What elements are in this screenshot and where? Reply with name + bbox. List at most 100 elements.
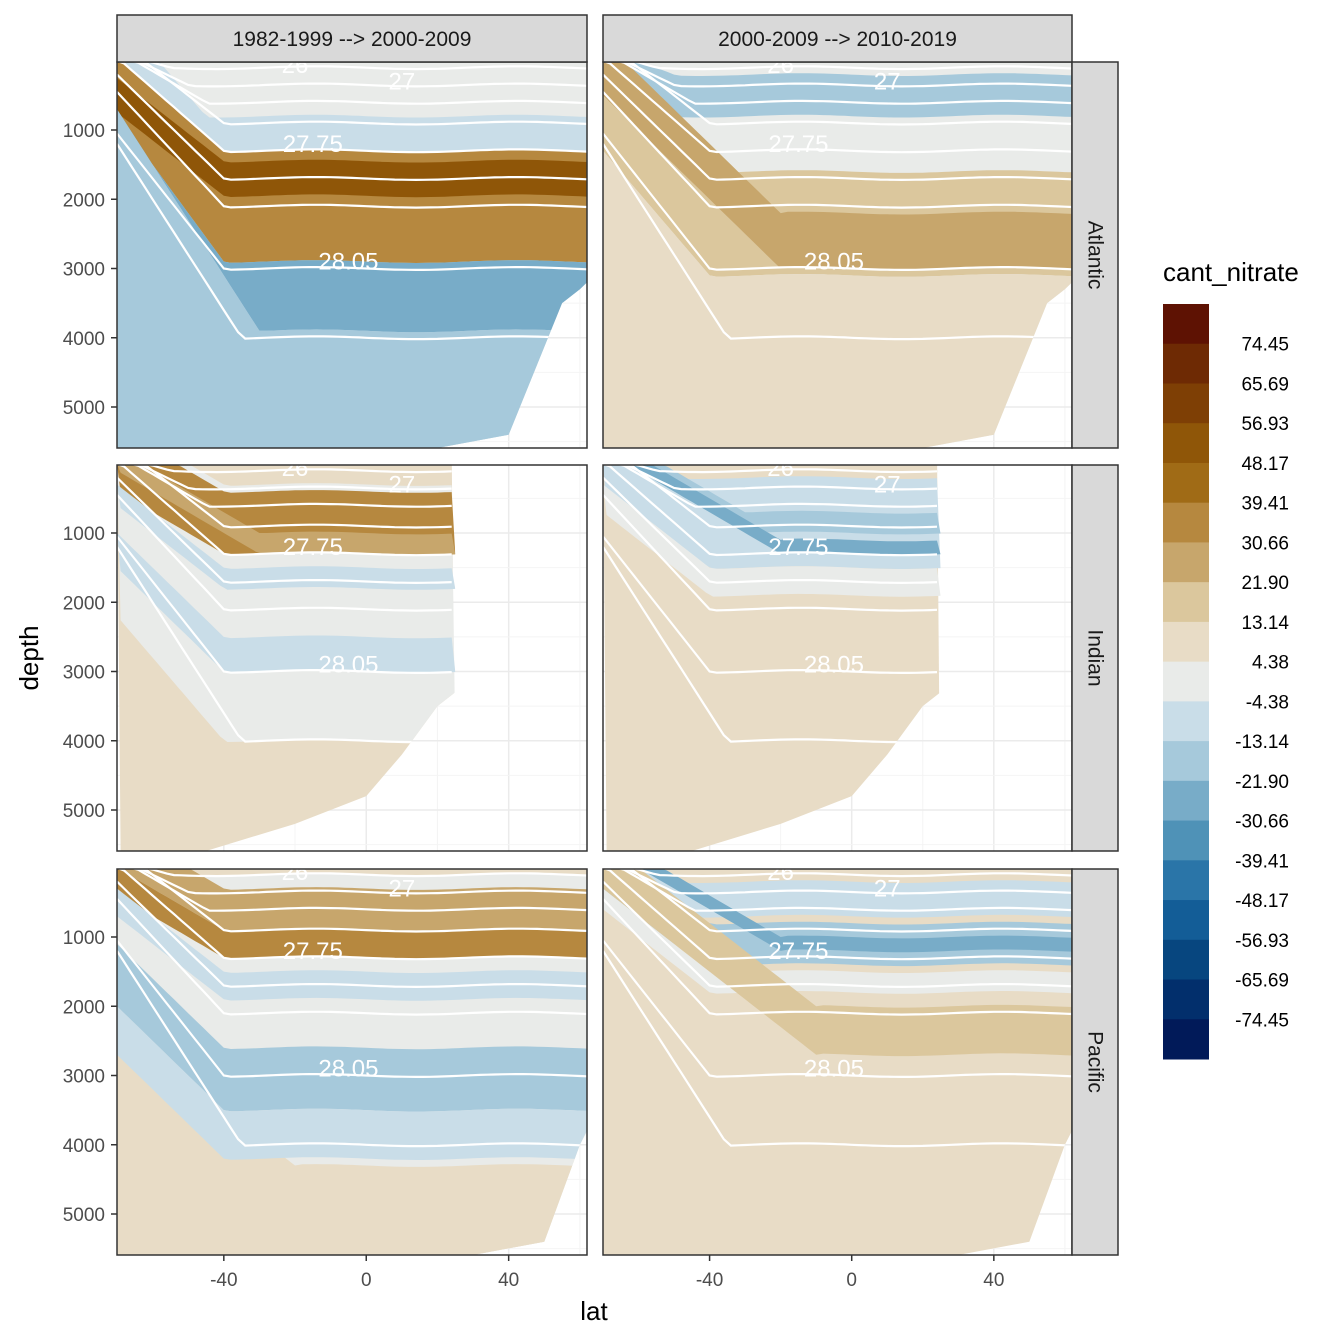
legend-label: 56.93 xyxy=(1241,414,1289,435)
contour-label: 26 xyxy=(282,52,309,79)
x-axis-title: lat xyxy=(580,1296,608,1326)
isopycnal-line xyxy=(117,73,587,182)
fill-level xyxy=(603,150,1072,448)
legend-title: cant_nitrate xyxy=(1163,257,1299,287)
fill-level xyxy=(117,465,456,556)
column-strip-label: 1982-1999 --> 2000-2009 xyxy=(233,28,472,51)
y-tick-label: 1000 xyxy=(63,928,105,949)
contour-label: 27.75 xyxy=(768,131,828,158)
fill-level xyxy=(603,62,1072,270)
contour-label: 27 xyxy=(874,876,901,903)
panel-2-0: 26 27 27.75 28.05 xyxy=(116,859,588,1256)
panels: 26 27 27.75 28.05 26 27 27.75 28.05 26 27 27.75 28.… xyxy=(116,52,1073,1256)
isopycnal-line xyxy=(603,91,1072,209)
isopycnal-line xyxy=(117,880,587,989)
row-strip xyxy=(1071,464,1119,852)
section-fill: 26 27 27.75 28.05 xyxy=(117,52,587,448)
isopycnal-line xyxy=(603,476,938,585)
legend: cant_nitrate 74.45 65.69 56.93 48.17 39.41 30.… xyxy=(1163,257,1299,1060)
isopycnal-line xyxy=(603,62,1072,71)
legend-swatch xyxy=(1163,900,1209,941)
contour-label: 28.05 xyxy=(804,1056,864,1083)
contour-label: 26 xyxy=(282,455,309,482)
legend-label: 65.69 xyxy=(1241,374,1289,395)
isopycnal-line xyxy=(117,869,587,895)
fill-level xyxy=(117,484,456,590)
legend-swatch xyxy=(1163,1019,1209,1060)
contour-label: 26 xyxy=(282,859,309,886)
isopycnal-line xyxy=(603,869,1072,912)
contour-label: 27.75 xyxy=(283,938,343,965)
legend-label: 4.38 xyxy=(1252,653,1289,674)
contour-label: 27.75 xyxy=(283,534,343,561)
legend-label: 21.90 xyxy=(1241,573,1289,594)
panel-border xyxy=(116,464,588,852)
isopycnal-line xyxy=(603,62,1072,105)
fill-level xyxy=(603,888,1072,994)
row-strip-label: Pacific xyxy=(1084,1031,1107,1093)
contour-label: 27.75 xyxy=(768,938,828,965)
y-tick-label: 3000 xyxy=(63,260,105,281)
isopycnal-line xyxy=(117,62,587,71)
fill-level xyxy=(117,1006,587,1160)
y-tick-label: 1000 xyxy=(63,524,105,545)
y-tick-label: 4000 xyxy=(63,1136,105,1157)
isopycnal-line xyxy=(117,939,587,1079)
y-tick-label: 2000 xyxy=(63,190,105,211)
legend-label: -39.41 xyxy=(1235,851,1289,872)
y-tick-label: 4000 xyxy=(63,329,105,350)
isopycnal-line xyxy=(603,546,938,744)
legend-swatch xyxy=(1163,820,1209,861)
isopycnal-line xyxy=(117,62,587,88)
panel-2-1: 26 27 27.75 28.05 xyxy=(602,859,1073,1256)
row-strip xyxy=(1071,61,1119,449)
isopycnal-line xyxy=(117,476,452,585)
legend-swatch xyxy=(1163,542,1209,583)
y-tick-label: 3000 xyxy=(63,663,105,684)
section-fill: 26 27 27.75 28.05 xyxy=(603,52,1072,448)
x-tick-label: 40 xyxy=(498,1270,519,1291)
isopycnal-line xyxy=(603,465,938,557)
contour-label: 26 xyxy=(767,52,794,79)
isopycnal-line xyxy=(117,62,587,126)
x-tick-label: 40 xyxy=(983,1270,1004,1291)
legend-label: -4.38 xyxy=(1246,692,1289,713)
isopycnal-line xyxy=(117,465,452,491)
legend-swatch xyxy=(1163,462,1209,504)
isopycnal-line xyxy=(603,898,1072,1016)
fill-level xyxy=(117,78,587,198)
contour-label: 27 xyxy=(388,876,415,903)
fill-level xyxy=(117,1027,587,1255)
legend-swatch xyxy=(1163,423,1209,464)
isopycnal-line xyxy=(603,465,938,491)
fill-level xyxy=(603,465,941,535)
facet-strips: 1982-1999 --> 2000-2009 2000-2009 --> 201… xyxy=(116,14,1119,1256)
legend-label: 30.66 xyxy=(1241,533,1289,554)
legend-label: -48.17 xyxy=(1235,891,1289,912)
column-strip xyxy=(602,14,1073,63)
legend-label: 39.41 xyxy=(1241,494,1289,515)
fill-level xyxy=(603,869,1072,1057)
legend-label: -21.90 xyxy=(1235,772,1289,793)
section-fill: 26 27 27.75 28.05 xyxy=(117,455,456,851)
legend-label: 13.14 xyxy=(1241,613,1289,634)
fill-level xyxy=(603,869,1072,953)
fill-level xyxy=(117,869,587,932)
legend-swatch xyxy=(1163,621,1209,663)
isopycnal-line xyxy=(603,939,1072,1079)
legend-swatch xyxy=(1163,502,1209,543)
y-tick-label: 3000 xyxy=(63,1067,105,1088)
contour-label: 27.75 xyxy=(283,131,343,158)
contour-label: 26 xyxy=(767,859,794,886)
isopycnal-line xyxy=(117,869,587,961)
row-strip-label: Indian xyxy=(1084,629,1107,686)
fill-level xyxy=(117,533,456,673)
section-fill: 26 27 27.75 28.05 xyxy=(603,859,1072,1255)
isopycnal-line xyxy=(117,62,587,154)
isopycnal-line xyxy=(117,869,587,912)
legend-swatch xyxy=(1163,780,1209,822)
fill-level xyxy=(117,109,587,448)
isopycnal-line xyxy=(117,869,587,878)
isopycnal-line xyxy=(117,465,452,529)
isopycnal-line xyxy=(603,62,1072,126)
